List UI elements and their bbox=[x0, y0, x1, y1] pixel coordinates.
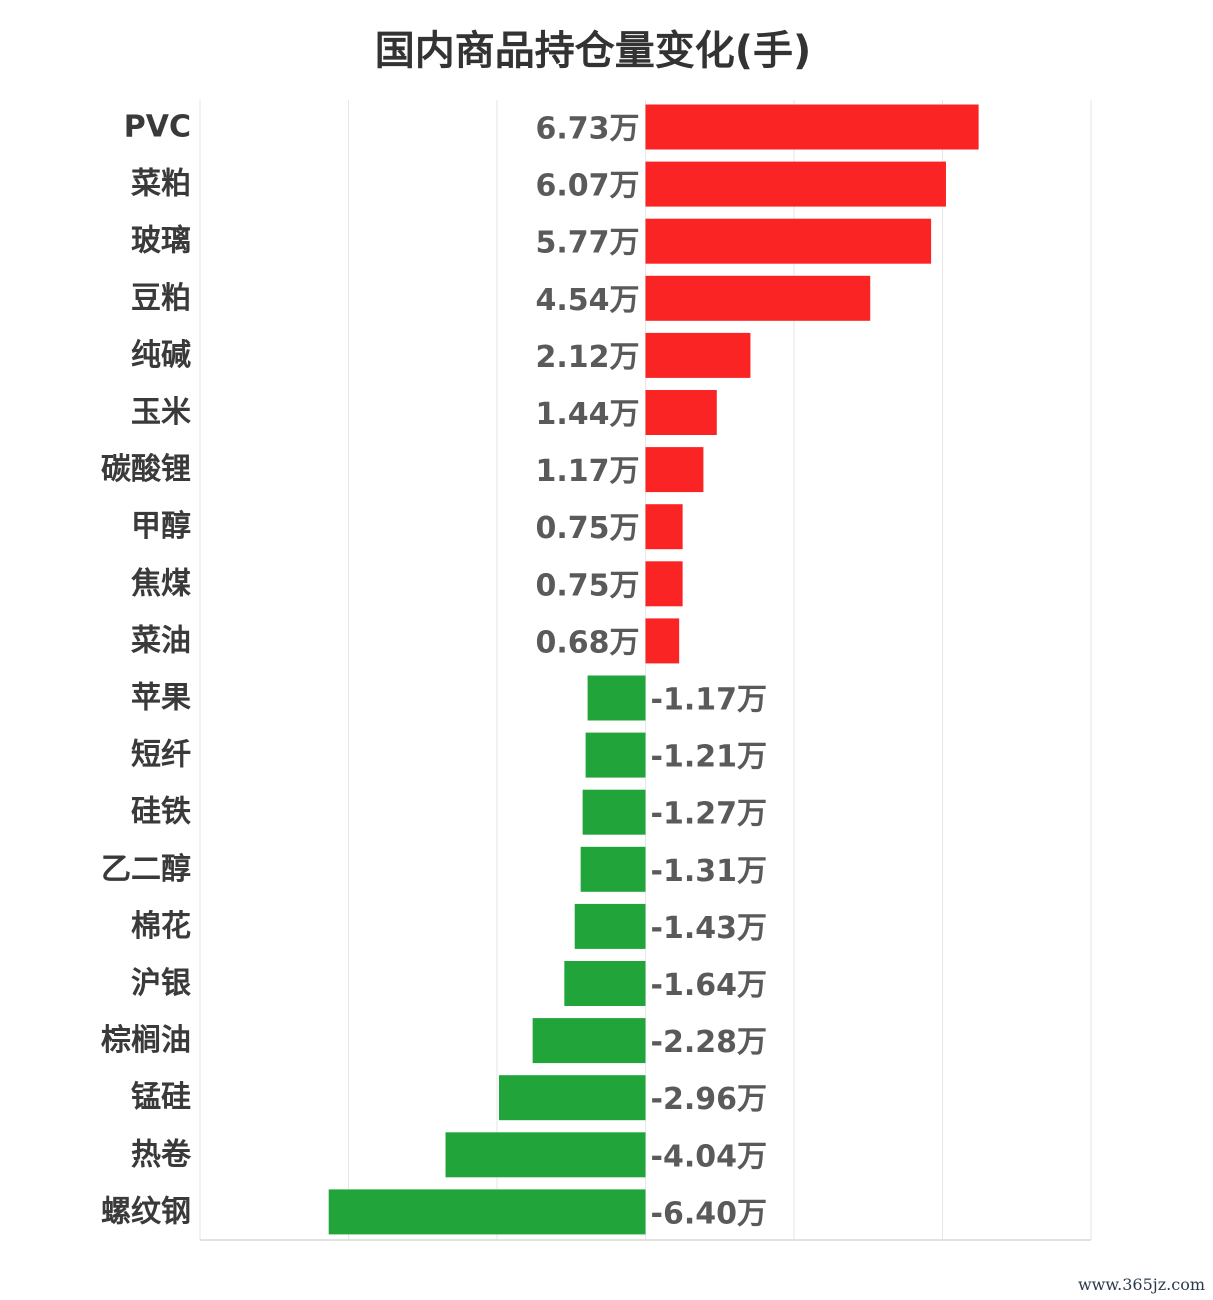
bar bbox=[445, 1132, 646, 1178]
bar bbox=[645, 504, 683, 550]
value-label: 6.07万 bbox=[535, 169, 639, 204]
bar bbox=[645, 447, 704, 493]
category-label: 短纤 bbox=[131, 738, 191, 773]
category-label: 豆粕 bbox=[131, 281, 191, 316]
category-label: 焦煤 bbox=[131, 566, 191, 601]
value-label: -1.64万 bbox=[651, 968, 767, 1003]
category-label: 玉米 bbox=[131, 395, 191, 430]
value-label: -1.17万 bbox=[651, 683, 767, 718]
value-label: 5.77万 bbox=[535, 226, 639, 261]
value-label: -1.21万 bbox=[651, 740, 767, 775]
bar bbox=[574, 903, 646, 949]
bar bbox=[328, 1189, 646, 1235]
value-label: -1.43万 bbox=[651, 911, 767, 946]
bar bbox=[645, 275, 871, 321]
category-label: 碳酸锂 bbox=[101, 452, 191, 487]
value-label: 1.44万 bbox=[535, 397, 639, 432]
category-label: 硅铁 bbox=[131, 795, 191, 830]
bar bbox=[645, 332, 751, 378]
chart-title: 国内商品持仓量变化(手) bbox=[374, 28, 812, 74]
category-label: PVC bbox=[124, 110, 191, 145]
category-label: 锰硅 bbox=[131, 1080, 191, 1115]
category-label: 棕榈油 bbox=[101, 1023, 191, 1058]
category-label: 玻璃 bbox=[131, 224, 191, 259]
category-label: 沪银 bbox=[131, 966, 191, 1001]
bar bbox=[564, 961, 646, 1006]
value-label: 0.75万 bbox=[535, 511, 639, 546]
category-label: 甲醇 bbox=[131, 509, 191, 544]
value-label: -1.31万 bbox=[651, 854, 767, 889]
watermark: www.365jz.com bbox=[1077, 1275, 1205, 1294]
bar bbox=[645, 218, 932, 264]
category-label: 热卷 bbox=[131, 1137, 192, 1172]
bar bbox=[580, 846, 646, 892]
bar bbox=[532, 1018, 646, 1064]
value-label: 2.12万 bbox=[535, 340, 639, 375]
category-label: 菜粕 bbox=[131, 167, 191, 202]
value-label: -6.40万 bbox=[651, 1196, 767, 1231]
category-label: 纯碱 bbox=[131, 338, 191, 373]
category-label: 棉花 bbox=[131, 909, 191, 944]
value-label: 0.75万 bbox=[535, 568, 639, 603]
bar bbox=[645, 618, 680, 664]
bar-layer bbox=[328, 104, 979, 1235]
bar bbox=[645, 390, 717, 435]
grid-layer bbox=[199, 100, 1092, 1241]
value-label: 1.17万 bbox=[535, 454, 639, 489]
category-label: 乙二醇 bbox=[101, 852, 191, 887]
value-label: 6.73万 bbox=[535, 112, 639, 147]
category-label: 菜油 bbox=[131, 623, 191, 658]
bar bbox=[498, 1075, 646, 1121]
bar bbox=[645, 161, 946, 207]
bar bbox=[582, 789, 646, 835]
category-label: 螺纹钢 bbox=[101, 1194, 191, 1229]
bar bbox=[645, 561, 683, 607]
bar bbox=[645, 104, 979, 150]
value-label: -4.04万 bbox=[651, 1139, 767, 1174]
category-label: 苹果 bbox=[131, 681, 191, 716]
value-label: 0.68万 bbox=[535, 625, 639, 660]
bar bbox=[585, 732, 646, 778]
value-label: -1.27万 bbox=[651, 797, 767, 832]
value-label: -2.28万 bbox=[651, 1025, 767, 1060]
value-label: 4.54万 bbox=[535, 283, 639, 318]
bar bbox=[587, 675, 646, 721]
value-label: -2.96万 bbox=[651, 1082, 767, 1117]
